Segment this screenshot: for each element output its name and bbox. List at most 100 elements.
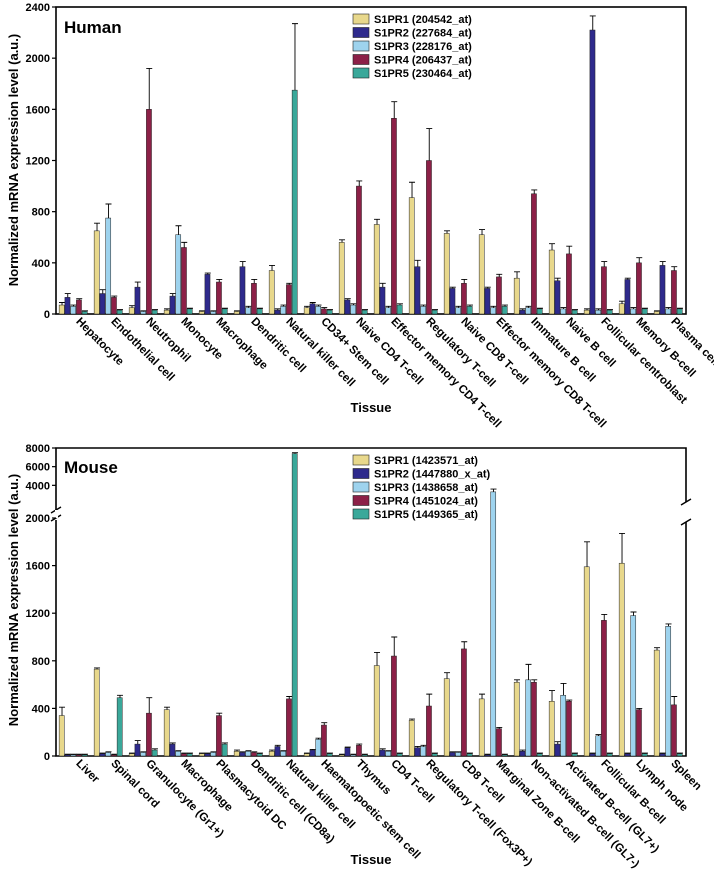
human-bar [280, 306, 287, 315]
human-error-bar [274, 308, 281, 311]
human-error-bar [396, 303, 403, 306]
mouse-legend-swatch [352, 495, 370, 506]
human-x-tick-label: Naive CD8 T-cell [458, 316, 530, 388]
mouse-bar [134, 743, 141, 757]
mouse-bar [566, 701, 572, 757]
human-bar [70, 306, 77, 315]
human-bar [671, 270, 677, 315]
human-bar [361, 309, 368, 315]
human-error-bar [461, 279, 468, 284]
mouse-error-bar [304, 752, 311, 754]
mouse-bar [426, 705, 432, 757]
human-y-axis-label: Normalized mRNA expression level (a.u.) [6, 34, 21, 286]
human-y-tick-label: 1600 [26, 104, 50, 116]
mouse-error-bar [81, 753, 88, 755]
human-legend-swatch [352, 40, 370, 52]
human-bar [659, 265, 666, 315]
mouse-error-bar [356, 743, 363, 746]
mouse-error-bar [659, 752, 666, 754]
human-bar [630, 308, 637, 315]
mouse-y-tick-label: 4000 [26, 480, 50, 492]
mouse-bar [128, 753, 135, 757]
mouse-bar [256, 753, 263, 757]
mouse-bar [630, 615, 637, 757]
human-error-bar [501, 304, 508, 307]
mouse-bar [321, 724, 327, 757]
mouse-error-bar [601, 613, 608, 621]
mouse-bar [496, 728, 502, 757]
mouse-error-bar [630, 611, 637, 616]
human-error-bar [204, 272, 211, 275]
human-bar [181, 247, 187, 315]
mouse-error-bar [151, 748, 158, 751]
human-bar [665, 308, 672, 315]
human-error-bar [321, 307, 328, 309]
mouse-bar [396, 753, 403, 757]
mouse-error-bar [274, 744, 281, 747]
human-bar [391, 118, 397, 315]
mouse-x-axis-label: Tissue [351, 852, 392, 867]
human-bar [169, 295, 176, 315]
human-error-bar [496, 273, 503, 277]
human-bar [624, 279, 631, 315]
mouse-error-bar [181, 752, 188, 754]
mouse-bar [309, 749, 316, 757]
mouse-bar [169, 743, 176, 757]
mouse-x-tick-label: Liver [73, 758, 101, 786]
human-bar [490, 307, 497, 315]
mouse-error-bar [571, 752, 578, 754]
mouse-error-bar [361, 753, 368, 755]
mouse-error-bar [239, 751, 246, 753]
human-x-tick-label: Naive CD4 T-cell [353, 316, 425, 388]
human-error-bar [175, 225, 182, 235]
human-error-bar [554, 277, 561, 281]
human-bar [583, 309, 590, 315]
human-bar [636, 262, 642, 315]
mouse-bar [554, 743, 561, 757]
mouse-legend-swatch [352, 481, 370, 493]
mouse-bar [431, 753, 438, 757]
mouse-error-bar [461, 641, 468, 649]
human-x-tick-label: Immature B cell [528, 316, 597, 385]
human-bar [105, 217, 112, 315]
mouse-bar [501, 754, 508, 757]
human-bar [151, 309, 158, 315]
human-x-axis-label: Tissue [351, 400, 392, 415]
human-error-bar [64, 293, 71, 298]
mouse-error-bar [94, 667, 101, 670]
mouse-bar [373, 665, 380, 757]
human-error-bar [326, 309, 333, 311]
human-error-bar [560, 307, 567, 309]
human-bar [198, 311, 205, 315]
human-error-bar [601, 261, 608, 267]
human-legend-label: S1PR5 (230464_at) [374, 68, 472, 80]
human-error-bar [309, 302, 316, 304]
human-bar [554, 280, 561, 315]
human-bar [513, 277, 520, 315]
human-error-bar [356, 180, 363, 187]
human-y-tick-label: 400 [32, 258, 50, 270]
mouse-bar [466, 753, 473, 757]
human-bar [76, 299, 82, 315]
mouse-error-bar [654, 647, 661, 651]
human-error-bar [251, 279, 258, 284]
human-error-bar [391, 101, 398, 119]
human-error-bar [146, 67, 153, 110]
mouse-axis-break-right [680, 498, 692, 526]
mouse-error-bar [245, 750, 252, 752]
mouse-error-bar [291, 452, 298, 454]
human-bar [385, 307, 392, 315]
human-error-bar [269, 264, 276, 271]
mouse-bar [251, 752, 257, 757]
human-legend-label: S1PR1 (204542_at) [374, 14, 472, 26]
mouse-y-tick-label: 2000 [26, 513, 50, 525]
human-bar [595, 309, 602, 315]
human-bar [566, 253, 572, 315]
human-bar [216, 281, 222, 315]
mouse-x-tick-label: Spleen [668, 758, 703, 793]
human-error-bar [659, 261, 666, 266]
mouse-y-axis-label: Normalized mRNA expression level (a.u.) [6, 474, 21, 726]
mouse-error-bar [560, 682, 567, 696]
mouse-x-tick-label: Follicular B-cell [598, 758, 667, 827]
mouse-chart-title: Mouse [64, 458, 118, 477]
